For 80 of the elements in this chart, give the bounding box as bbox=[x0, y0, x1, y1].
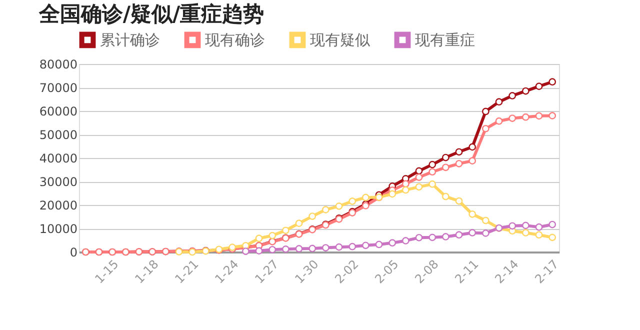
point bbox=[508, 114, 516, 122]
point bbox=[548, 234, 556, 242]
y-tick-label: 70000 bbox=[39, 81, 78, 95]
point bbox=[388, 190, 396, 198]
point bbox=[255, 247, 263, 254]
y-tick-label: 50000 bbox=[39, 128, 78, 142]
point bbox=[508, 92, 516, 100]
point bbox=[415, 183, 423, 191]
point bbox=[548, 112, 556, 120]
point bbox=[428, 234, 436, 242]
point bbox=[308, 244, 316, 252]
point bbox=[468, 229, 476, 236]
point bbox=[442, 154, 450, 162]
point bbox=[522, 222, 530, 230]
point bbox=[335, 243, 343, 251]
point bbox=[522, 87, 530, 95]
point bbox=[482, 216, 490, 224]
point bbox=[455, 160, 463, 168]
y-tick-label: 20000 bbox=[39, 198, 78, 212]
point bbox=[482, 108, 490, 116]
point bbox=[255, 234, 263, 242]
point bbox=[482, 124, 490, 132]
point bbox=[295, 245, 303, 252]
point bbox=[495, 117, 503, 125]
point bbox=[428, 180, 436, 188]
legend-label: 现有确诊 bbox=[205, 30, 265, 49]
point bbox=[442, 192, 450, 200]
point bbox=[402, 186, 410, 194]
y-tick-label: 60000 bbox=[39, 104, 78, 118]
point bbox=[548, 78, 556, 86]
point bbox=[322, 206, 330, 214]
point bbox=[482, 230, 490, 237]
y-tick-label: 80000 bbox=[39, 58, 78, 72]
point bbox=[522, 113, 530, 121]
point bbox=[548, 220, 556, 228]
point bbox=[535, 231, 543, 239]
point bbox=[442, 233, 450, 240]
point bbox=[455, 197, 463, 205]
point bbox=[268, 232, 276, 240]
point bbox=[535, 82, 543, 90]
y-tick-label: 10000 bbox=[39, 222, 78, 236]
point bbox=[348, 242, 356, 250]
point bbox=[508, 222, 516, 230]
point bbox=[495, 98, 503, 106]
point bbox=[415, 174, 423, 181]
point bbox=[455, 148, 463, 156]
point bbox=[402, 237, 410, 244]
point bbox=[322, 244, 330, 252]
point bbox=[268, 246, 276, 254]
point bbox=[428, 168, 436, 176]
point bbox=[295, 220, 303, 228]
point bbox=[468, 210, 476, 218]
point bbox=[468, 157, 476, 164]
point bbox=[362, 242, 370, 250]
point bbox=[348, 198, 356, 205]
legend-label: 现有重症 bbox=[415, 30, 475, 49]
y-tick-label: 0 bbox=[70, 246, 78, 260]
point bbox=[522, 229, 530, 236]
point bbox=[242, 248, 250, 255]
legend-label: 累计确诊 bbox=[100, 30, 160, 49]
point bbox=[455, 231, 463, 239]
point bbox=[388, 239, 396, 247]
point bbox=[282, 246, 290, 253]
point bbox=[335, 202, 343, 210]
point bbox=[282, 226, 290, 234]
point bbox=[308, 212, 316, 220]
chart-title: 全国确诊/疑似/重症趋势 bbox=[38, 2, 264, 26]
point bbox=[375, 240, 383, 248]
point bbox=[415, 234, 423, 242]
point bbox=[535, 223, 543, 231]
point bbox=[535, 112, 543, 120]
y-tick-label: 40000 bbox=[39, 152, 78, 166]
y-tick-label: 30000 bbox=[39, 175, 78, 189]
point bbox=[415, 167, 423, 175]
point bbox=[468, 143, 476, 151]
point bbox=[402, 180, 410, 188]
point bbox=[442, 164, 450, 172]
point bbox=[428, 160, 436, 168]
legend-label: 现有疑似 bbox=[310, 30, 370, 49]
point bbox=[362, 194, 370, 202]
